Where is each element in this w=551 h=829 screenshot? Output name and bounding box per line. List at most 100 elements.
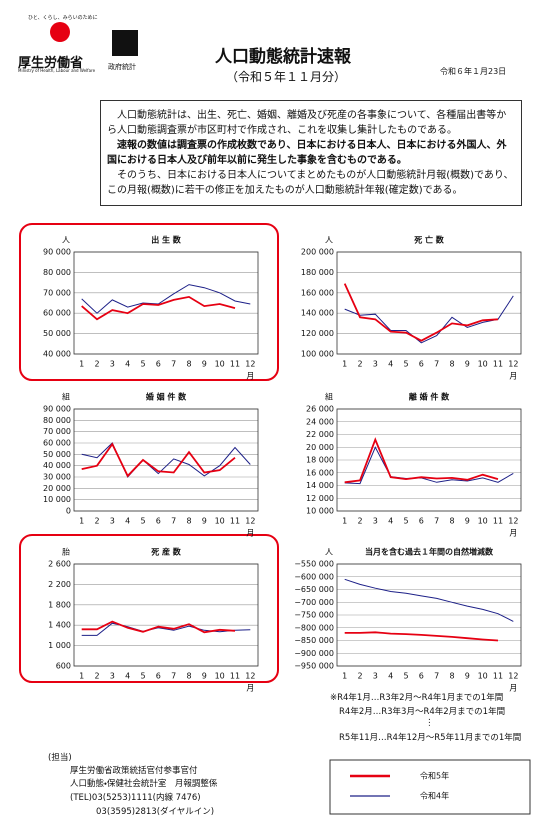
x-tick-label: 1 <box>342 517 347 526</box>
note: ※R4年1月…R3年2月～R4年1月までの1年間 <box>330 693 504 703</box>
x-tick-label: 9 <box>465 360 470 369</box>
plot-frame <box>73 251 259 355</box>
intro-box: 人口動態統計は、出生、死亡、婚姻、離婚及び死産の各事象について、各種届出書等から… <box>100 100 522 206</box>
stats-logo-mark <box>112 30 138 56</box>
tagline: ひと、くらし、みらいのために <box>28 15 98 21</box>
x-tick-label: 11 <box>493 672 503 681</box>
x-tick-label: 10 <box>215 517 225 526</box>
series-line <box>81 622 251 636</box>
y-tick-label: 24 000 <box>306 417 334 426</box>
y-tick-label: −750 000 <box>294 611 334 620</box>
x-tick-label: 12 <box>245 360 255 369</box>
x-tick-label: 6 <box>419 517 424 526</box>
y-tick-label: 10 000 <box>306 507 334 516</box>
y-tick-label: 80 000 <box>43 268 71 277</box>
x-tick-label: 11 <box>493 517 503 526</box>
paragraph: 速報の数値は調査票の作成枚数であり、日本における日本人、日本における外国人、外国… <box>107 140 507 166</box>
x-tick-label: 5 <box>403 360 408 369</box>
y-tick-label: 20 000 <box>43 484 71 493</box>
y-tick-label: −650 000 <box>294 585 334 594</box>
chart-title: 死 産 数 <box>150 547 182 557</box>
y-tick-label: −550 000 <box>294 560 334 569</box>
y-tick-label: 200 000 <box>301 248 334 257</box>
contact: 厚生労働省政策統括官付参事官付 <box>70 766 198 776</box>
x-tick-label: 9 <box>202 360 207 369</box>
series-line <box>344 631 499 642</box>
series-line <box>81 295 236 321</box>
x-tick-label: 7 <box>171 517 176 526</box>
y-tick-label: −600 000 <box>294 572 334 581</box>
x-label: 月 <box>246 372 254 381</box>
y-unit: 胎 <box>62 547 70 557</box>
x-tick-label: 10 <box>215 672 225 681</box>
y-tick-label: 50 000 <box>43 450 71 459</box>
x-tick-label: 3 <box>373 672 378 681</box>
x-tick-label: 5 <box>140 672 145 681</box>
y-tick-label: 0 <box>66 507 71 516</box>
x-tick-label: 3 <box>373 360 378 369</box>
y-tick-label: 10 000 <box>43 495 71 504</box>
x-tick-label: 3 <box>110 672 115 681</box>
x-tick-label: 2 <box>357 672 362 681</box>
x-tick-label: 6 <box>156 517 161 526</box>
x-tick-label: 10 <box>478 517 488 526</box>
x-tick-label: 12 <box>508 672 518 681</box>
date: 令和６年１月23日 <box>440 67 507 76</box>
chart-title: 離 婚 件 数 <box>409 392 450 402</box>
series-line <box>343 283 499 342</box>
x-tick-label: 7 <box>434 360 439 369</box>
x-tick-label: 12 <box>245 517 255 526</box>
y-tick-label: −950 000 <box>294 662 334 671</box>
note: R5年11月…R4年12月～R5年11月までの1年間 <box>339 733 522 743</box>
x-tick-label: 5 <box>403 517 408 526</box>
y-tick-label: 40 000 <box>43 461 71 470</box>
y-tick-label: 70 000 <box>43 288 71 297</box>
legend-box <box>329 759 531 815</box>
x-tick-label: 2 <box>94 517 99 526</box>
series-line <box>344 446 514 485</box>
x-tick-label: 4 <box>125 517 130 526</box>
x-tick-label: 9 <box>465 517 470 526</box>
y-tick-label: 600 <box>56 662 71 671</box>
x-label: 月 <box>246 529 254 538</box>
x-tick-label: 6 <box>419 360 424 369</box>
x-tick-label: 7 <box>171 672 176 681</box>
plot-frame <box>73 408 259 512</box>
y-tick-label: 140 000 <box>301 309 334 318</box>
x-tick-label: 4 <box>125 360 130 369</box>
x-tick-label: 8 <box>449 672 454 681</box>
y-tick-label: 1 400 <box>48 621 71 630</box>
series-line <box>344 437 499 484</box>
plot-frame <box>336 251 522 355</box>
plot-frame <box>73 563 259 667</box>
x-tick-label: 10 <box>215 360 225 369</box>
x-tick-label: 4 <box>388 672 393 681</box>
chart-title: 死 亡 数 <box>413 235 445 245</box>
x-tick-label: 8 <box>449 360 454 369</box>
y-tick-label: 90 000 <box>43 248 71 257</box>
y-tick-label: 120 000 <box>301 329 334 338</box>
x-tick-label: 3 <box>110 360 115 369</box>
x-label: 月 <box>509 684 517 693</box>
y-tick-label: −850 000 <box>294 636 334 645</box>
x-tick-label: 2 <box>357 517 362 526</box>
x-tick-label: 2 <box>94 360 99 369</box>
x-tick-label: 11 <box>493 360 503 369</box>
highlight-box <box>19 534 279 683</box>
y-tick-label: 12 000 <box>306 494 334 503</box>
x-tick-label: 5 <box>140 517 145 526</box>
contact: (TEL)03(5253)1111(内線 7476) <box>70 793 201 803</box>
x-tick-label: 12 <box>245 672 255 681</box>
y-tick-label: 20 000 <box>306 443 334 452</box>
chart-title: 当月を含む過去１年間の自然増減数 <box>365 547 494 557</box>
x-tick-label: 6 <box>156 672 161 681</box>
highlight-box <box>19 223 279 381</box>
plot-frame <box>336 563 522 667</box>
contact: 人口動態・保健社会統計室 月報調整係 <box>70 779 218 789</box>
y-unit: 人 <box>325 548 333 557</box>
y-tick-label: 14 000 <box>306 481 334 490</box>
plot-frame <box>336 408 522 512</box>
x-tick-label: 8 <box>186 360 191 369</box>
